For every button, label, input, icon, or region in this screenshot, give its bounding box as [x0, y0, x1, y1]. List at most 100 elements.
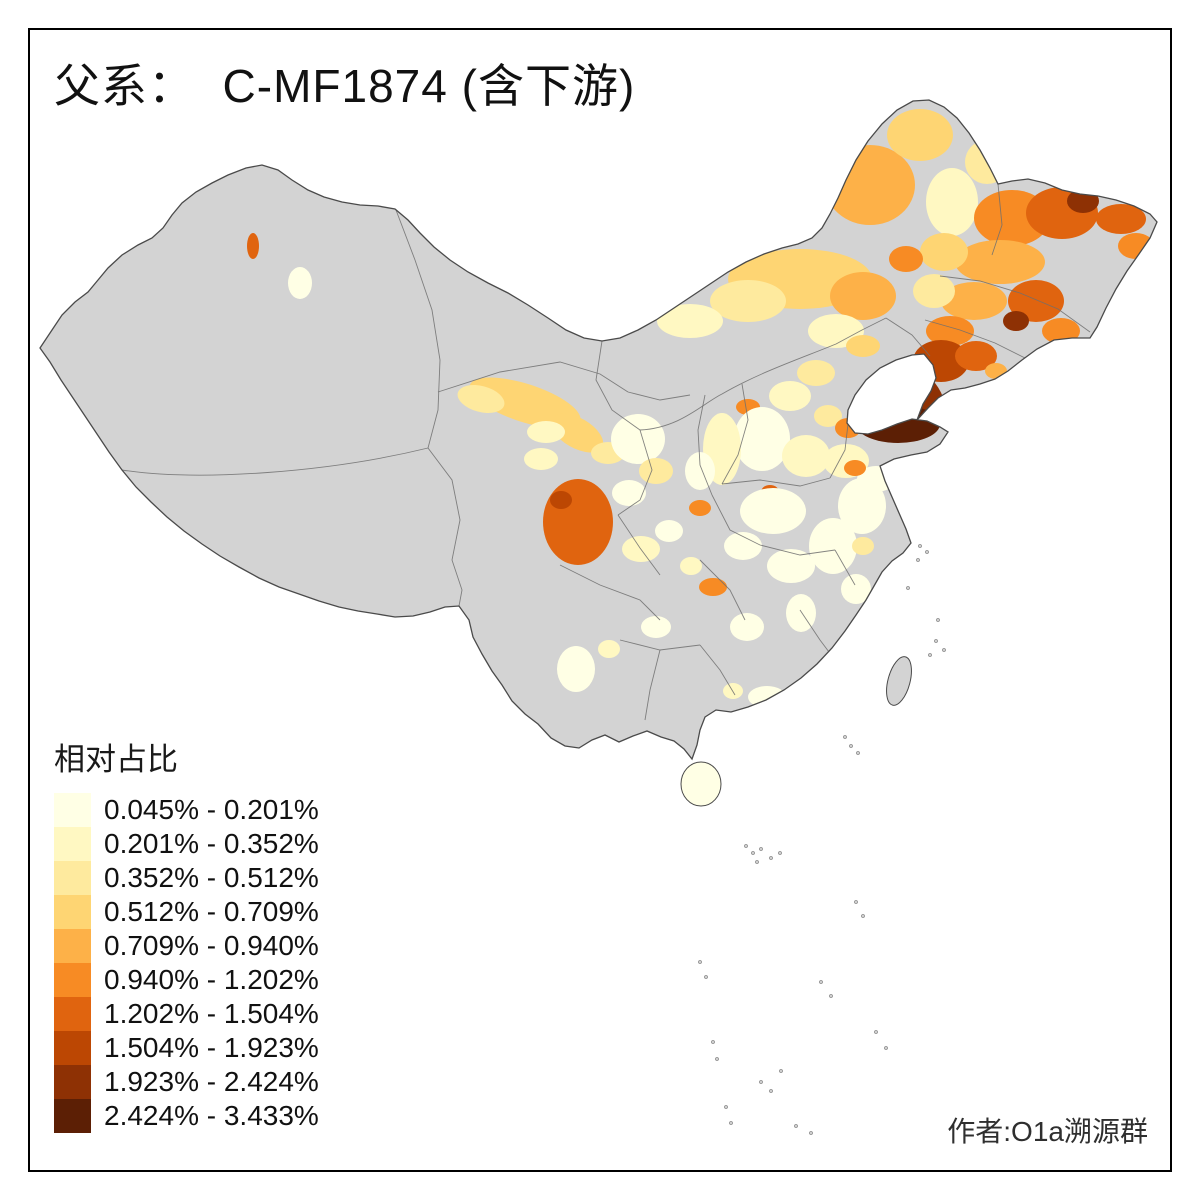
- legend-row: 0.940% - 1.202%: [54, 963, 319, 997]
- map-region: [550, 413, 604, 453]
- legend-label: 0.201% - 0.352%: [104, 828, 319, 859]
- legend-row: 2.424% - 3.433%: [54, 1099, 319, 1133]
- province-border-line: [595, 340, 641, 431]
- map-region: [710, 280, 786, 322]
- islet-mark: [843, 735, 847, 739]
- province-borders: [121, 183, 1091, 721]
- islet-mark: [925, 550, 929, 554]
- islet-mark: [918, 544, 922, 548]
- legend-swatch: [54, 963, 91, 997]
- attribution: 作者:O1a溯源群: [947, 1116, 1148, 1147]
- province-border-line: [699, 559, 746, 621]
- map-region: [740, 488, 806, 534]
- province-border-line: [991, 183, 1003, 256]
- islet-mark: [729, 1121, 733, 1125]
- map-region: [852, 537, 874, 555]
- islet-mark: [759, 847, 763, 851]
- province-border-line: [924, 319, 1026, 359]
- map-region: [598, 640, 620, 658]
- map-region: [288, 267, 312, 299]
- legend-row: 0.045% - 0.201%: [54, 793, 319, 827]
- south-china-sea-islands: [698, 544, 946, 1135]
- map-region: [941, 282, 1007, 320]
- map-region: [685, 452, 715, 490]
- islet-mark: [819, 980, 823, 984]
- map-region: [524, 448, 558, 470]
- islet-mark: [755, 860, 759, 864]
- map-region: [457, 384, 505, 414]
- province-border-line: [559, 564, 661, 621]
- map-region: [657, 304, 723, 338]
- map-region: [1008, 280, 1064, 322]
- islet-mark: [769, 856, 773, 860]
- map-region: [767, 549, 815, 583]
- legend-row: 0.709% - 0.940%: [54, 929, 319, 963]
- map-region: [913, 274, 955, 308]
- map-region: [769, 381, 811, 411]
- map-region: [844, 460, 866, 476]
- map-region: [926, 168, 978, 236]
- province-border-line: [721, 477, 831, 487]
- islet-mark: [809, 1131, 813, 1135]
- legend-swatch: [54, 997, 91, 1031]
- islet-mark: [769, 1089, 773, 1093]
- islet-mark: [906, 586, 910, 590]
- legend: 相对占比 0.045% - 0.201% 0.201% - 0.352% 0.352…: [54, 734, 319, 1133]
- province-border-line: [721, 383, 749, 485]
- islet-mark: [751, 851, 755, 855]
- legend-label: 0.940% - 1.202%: [104, 964, 319, 995]
- map-region: [920, 233, 968, 271]
- islet-mark: [711, 1040, 715, 1044]
- province-border-line: [395, 209, 441, 449]
- map-region: [1096, 204, 1146, 234]
- province-border-line: [939, 275, 1091, 333]
- legend-swatch: [54, 827, 91, 861]
- legend-swatch: [54, 1099, 91, 1133]
- legend-title: 相对占比: [54, 742, 178, 777]
- islet-mark: [884, 1046, 888, 1050]
- legend-swatch: [54, 793, 91, 827]
- map-region: [846, 335, 880, 357]
- province-border-line: [617, 429, 653, 516]
- map-region: [247, 233, 259, 259]
- islet-mark: [715, 1057, 719, 1061]
- islet-mark: [704, 975, 708, 979]
- taiwan-island: [886, 656, 912, 706]
- legend-swatch: [54, 895, 91, 929]
- province-border-line: [121, 447, 429, 476]
- legend-swatch: [54, 861, 91, 895]
- legend-swatch: [54, 1031, 91, 1065]
- legend-row: 0.512% - 0.709%: [54, 895, 319, 929]
- map-region: [655, 520, 683, 542]
- map-region: [841, 574, 871, 604]
- legend-label: 0.512% - 0.709%: [104, 896, 319, 927]
- legend-row: 1.923% - 2.424%: [54, 1065, 319, 1099]
- islet-mark: [934, 639, 938, 643]
- islet-mark: [916, 558, 920, 562]
- province-border-line: [644, 649, 661, 721]
- map-region: [797, 360, 835, 386]
- legend-row: 1.504% - 1.923%: [54, 1031, 319, 1065]
- province-border-line: [829, 423, 849, 479]
- map-region: [809, 518, 857, 574]
- legend-label: 2.424% - 3.433%: [104, 1100, 319, 1131]
- legend-row: 1.202% - 1.504%: [54, 997, 319, 1031]
- islet-mark: [724, 1105, 728, 1109]
- map-region: [838, 478, 886, 534]
- islet-mark: [856, 751, 860, 755]
- province-border-line: [639, 317, 887, 431]
- map-region: [955, 341, 997, 371]
- province-border-line: [699, 644, 736, 696]
- islet-mark: [794, 1124, 798, 1128]
- map-region: [550, 491, 572, 509]
- map-region: [830, 272, 896, 320]
- islet-mark: [854, 900, 858, 904]
- legend-entries: 0.045% - 0.201% 0.201% - 0.352% 0.352% - 0…: [54, 793, 319, 1133]
- province-border-line: [697, 394, 713, 496]
- province-border-line: [711, 494, 836, 556]
- map-region: [611, 414, 665, 464]
- plot-frame: [28, 28, 1172, 1172]
- map-region: [782, 435, 830, 477]
- islet-mark: [849, 744, 853, 748]
